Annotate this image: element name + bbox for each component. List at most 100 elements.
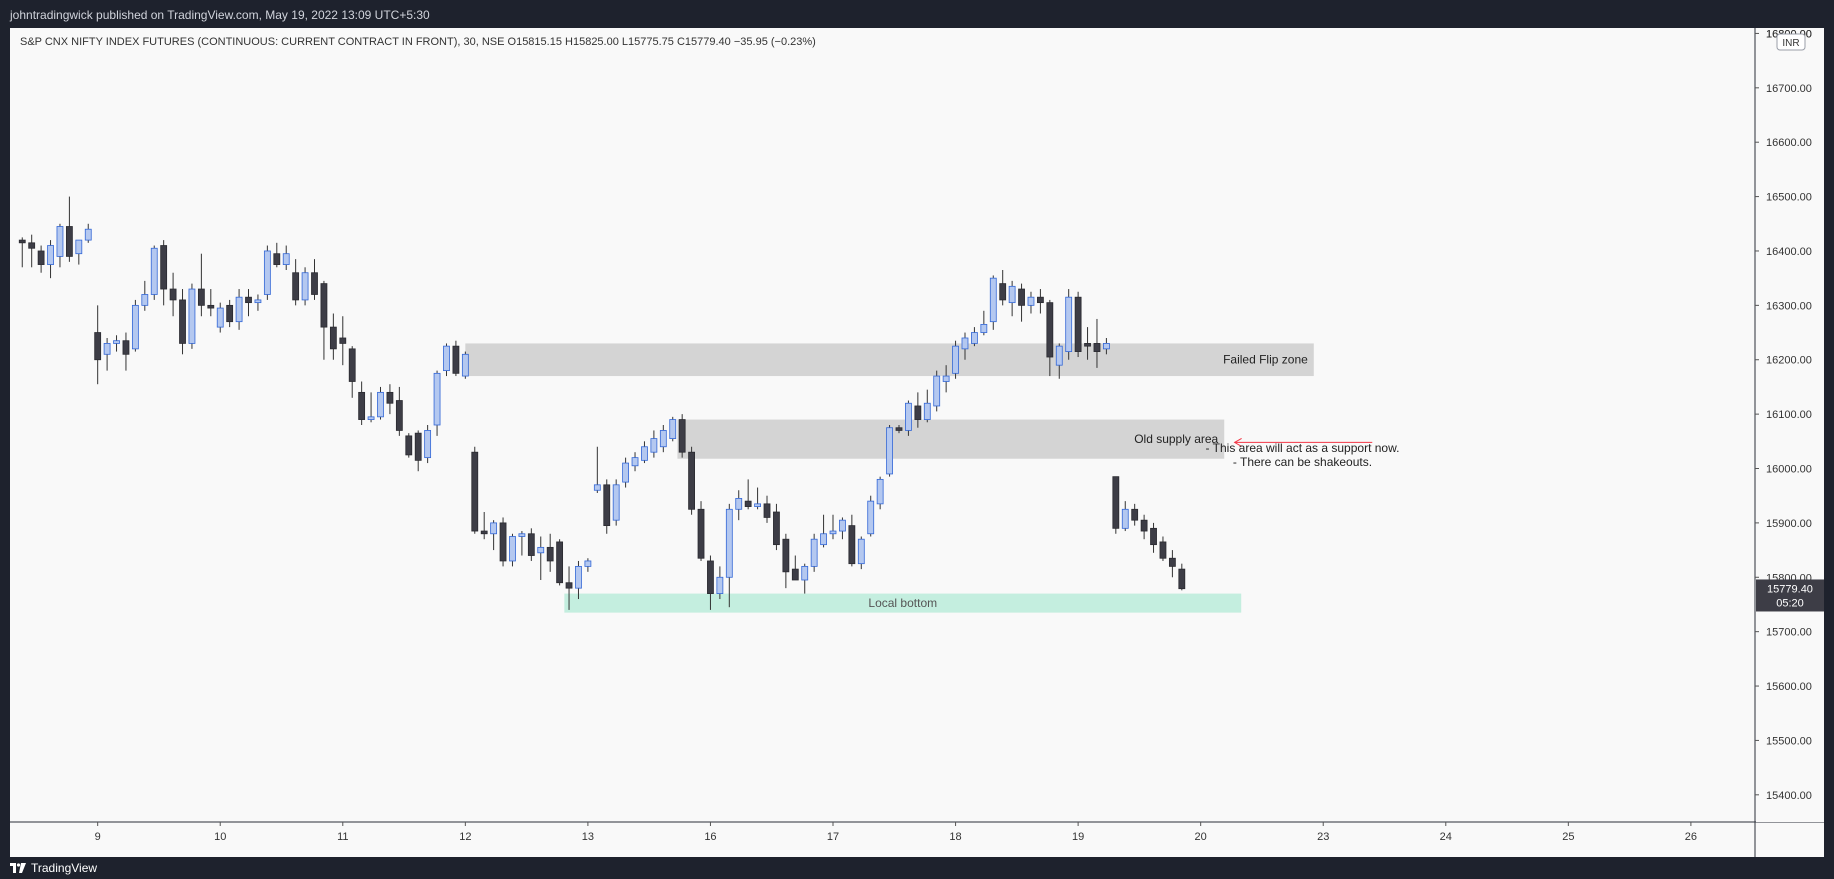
time-axis[interactable]: 9 10 11 12 13 16 17 18 19 20 23 24 25 26 xyxy=(95,822,1697,843)
candle-body-90[interactable] xyxy=(867,500,875,535)
candle-body-94[interactable] xyxy=(905,402,912,431)
candle-body-103[interactable] xyxy=(989,277,997,323)
candle-body-98[interactable] xyxy=(942,375,950,382)
candle-body-29[interactable] xyxy=(292,272,300,301)
candle-body-117[interactable] xyxy=(1121,508,1129,529)
zone-rect-0[interactable] xyxy=(465,343,1314,377)
candle-body-31[interactable] xyxy=(311,272,318,295)
candle-body-19[interactable] xyxy=(197,288,205,306)
candle-body-88[interactable] xyxy=(848,525,856,565)
candle-body-114[interactable] xyxy=(1093,343,1101,352)
candle-body-2[interactable] xyxy=(37,250,45,265)
candle-body-45[interactable] xyxy=(443,345,450,372)
candle-body-13[interactable] xyxy=(141,294,149,306)
candle-body-89[interactable] xyxy=(857,538,865,565)
candle-body-0[interactable] xyxy=(18,239,26,244)
candle-body-53[interactable] xyxy=(518,533,526,537)
candle-body-64[interactable] xyxy=(622,462,630,483)
candle-body-75[interactable] xyxy=(725,508,733,578)
candle-body-62[interactable] xyxy=(603,484,611,527)
candle-body-101[interactable] xyxy=(971,332,978,344)
candle-body-68[interactable] xyxy=(659,430,667,448)
candle-body-6[interactable] xyxy=(75,239,83,255)
candle-body-12[interactable] xyxy=(131,304,139,350)
candle-body-57[interactable] xyxy=(556,541,564,584)
candle-body-25[interactable] xyxy=(254,299,262,304)
candle-body-43[interactable] xyxy=(424,430,432,459)
candle-body-50[interactable] xyxy=(490,522,498,535)
candle-body-105[interactable] xyxy=(1008,285,1016,304)
candle-body-11[interactable] xyxy=(122,340,130,355)
candle-body-67[interactable] xyxy=(650,438,658,453)
candle-body-108[interactable] xyxy=(1037,296,1044,304)
candle-body-66[interactable] xyxy=(641,446,648,461)
candle-body-84[interactable] xyxy=(810,538,818,567)
candle-body-93[interactable] xyxy=(895,427,903,431)
candlestick-chart[interactable]: Failed Flip zone Old supply area Local bot… xyxy=(10,28,1824,857)
candle-body-30[interactable] xyxy=(301,272,309,301)
candle-body-111[interactable] xyxy=(1065,296,1073,352)
candle-body-46[interactable] xyxy=(452,345,460,374)
candle-body-74[interactable] xyxy=(716,576,724,594)
candle-body-83[interactable] xyxy=(801,565,809,581)
candle-body-16[interactable] xyxy=(169,288,177,301)
candle-body-61[interactable] xyxy=(593,484,601,491)
candle-body-18[interactable] xyxy=(188,288,196,344)
candle-body-121[interactable] xyxy=(1159,541,1167,559)
candle-body-80[interactable] xyxy=(773,511,780,546)
candle-body-27[interactable] xyxy=(273,253,281,265)
candle-body-17[interactable] xyxy=(179,299,186,344)
candle-body-116[interactable] xyxy=(1112,476,1120,529)
candle-body-118[interactable] xyxy=(1131,508,1139,521)
candle-body-4[interactable] xyxy=(56,226,64,257)
candle-body-9[interactable] xyxy=(103,343,111,355)
candle-body-15[interactable] xyxy=(160,245,168,290)
candle-body-35[interactable] xyxy=(348,348,356,382)
candle-body-78[interactable] xyxy=(754,503,761,507)
candle-body-110[interactable] xyxy=(1055,345,1063,366)
candle-body-82[interactable] xyxy=(791,568,799,581)
currency-badge[interactable]: INR xyxy=(1776,33,1806,51)
candle-body-85[interactable] xyxy=(820,533,827,546)
candle-body-86[interactable] xyxy=(829,530,837,535)
candle-body-96[interactable] xyxy=(923,402,931,420)
candle-body-113[interactable] xyxy=(1084,343,1091,347)
candle-body-14[interactable] xyxy=(150,247,158,295)
candle-body-95[interactable] xyxy=(914,405,922,420)
candle-body-22[interactable] xyxy=(226,304,234,323)
candle-body-33[interactable] xyxy=(329,326,337,350)
candle-body-55[interactable] xyxy=(537,546,545,554)
candle-body-72[interactable] xyxy=(697,508,705,559)
candle-body-56[interactable] xyxy=(546,546,554,562)
candle-body-42[interactable] xyxy=(414,432,422,461)
candle-body-23[interactable] xyxy=(235,296,243,323)
candle-body-112[interactable] xyxy=(1074,296,1082,352)
candle-body-63[interactable] xyxy=(612,484,620,521)
candle-body-69[interactable] xyxy=(669,419,677,439)
candle-body-48[interactable] xyxy=(471,451,479,532)
candle-body-60[interactable] xyxy=(584,560,592,567)
candle-body-76[interactable] xyxy=(735,498,743,510)
candle-body-102[interactable] xyxy=(980,323,988,333)
candle-body-38[interactable] xyxy=(377,391,384,418)
candle-body-34[interactable] xyxy=(339,337,347,344)
candle-body-106[interactable] xyxy=(1018,288,1025,306)
chart-area[interactable]: Failed Flip zone Old supply area Local bot… xyxy=(10,28,1824,857)
candle-body-91[interactable] xyxy=(876,478,884,505)
candle-body-3[interactable] xyxy=(47,245,54,265)
candle-body-39[interactable] xyxy=(386,391,394,404)
candle-body-8[interactable] xyxy=(94,332,102,361)
candle-body-65[interactable] xyxy=(631,457,639,467)
candle-body-26[interactable] xyxy=(263,250,271,295)
candle-body-79[interactable] xyxy=(763,503,771,518)
candle-body-21[interactable] xyxy=(216,307,224,328)
candle-body-71[interactable] xyxy=(688,451,695,510)
candle-body-122[interactable] xyxy=(1168,557,1176,567)
tradingview-logo[interactable]: TradingView xyxy=(10,861,97,875)
candle-body-115[interactable] xyxy=(1102,343,1110,350)
candle-body-92[interactable] xyxy=(886,427,893,475)
candle-body-59[interactable] xyxy=(575,565,582,589)
candle-body-70[interactable] xyxy=(678,419,686,453)
candle-body-36[interactable] xyxy=(358,391,366,420)
candle-body-1[interactable] xyxy=(28,242,36,249)
